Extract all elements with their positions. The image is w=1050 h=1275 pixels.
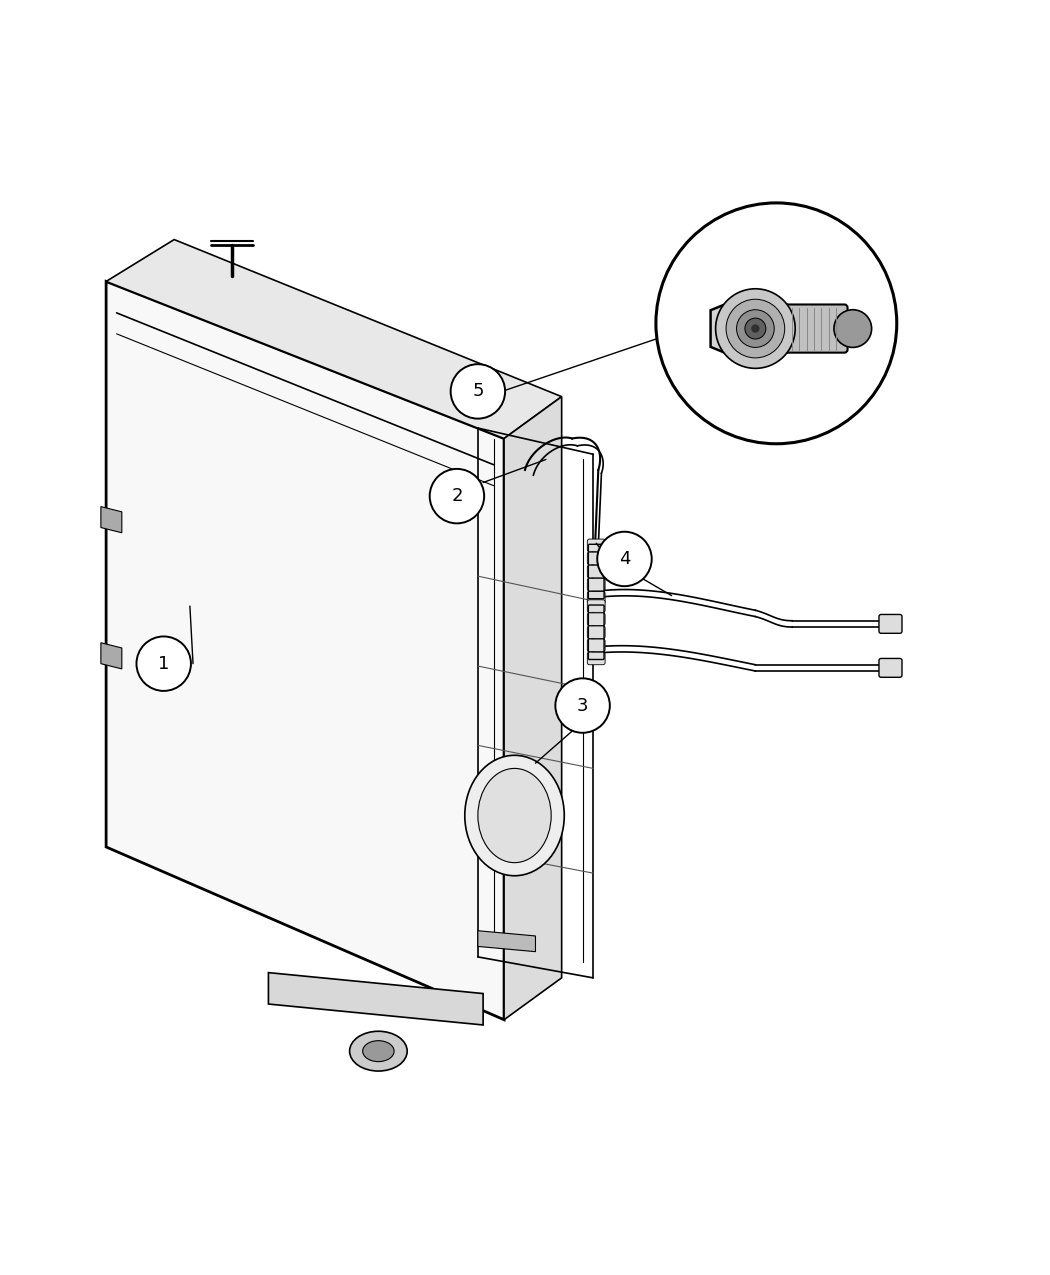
Polygon shape [711, 292, 800, 365]
FancyBboxPatch shape [587, 626, 605, 639]
FancyBboxPatch shape [587, 613, 605, 626]
Circle shape [751, 324, 759, 333]
Circle shape [726, 300, 784, 358]
Ellipse shape [350, 1031, 407, 1071]
Circle shape [555, 678, 610, 733]
Polygon shape [101, 506, 122, 533]
Circle shape [736, 310, 774, 347]
Polygon shape [504, 397, 562, 1020]
Circle shape [429, 469, 484, 523]
FancyBboxPatch shape [587, 539, 605, 552]
Circle shape [834, 310, 872, 347]
Circle shape [656, 203, 897, 444]
Text: 1: 1 [158, 654, 169, 673]
FancyBboxPatch shape [587, 639, 605, 652]
FancyBboxPatch shape [587, 565, 605, 578]
FancyBboxPatch shape [587, 652, 605, 664]
FancyBboxPatch shape [587, 599, 605, 612]
Polygon shape [106, 240, 562, 439]
FancyBboxPatch shape [587, 592, 605, 604]
Polygon shape [269, 973, 483, 1025]
FancyBboxPatch shape [587, 579, 605, 590]
Text: 2: 2 [452, 487, 463, 505]
Text: 4: 4 [618, 550, 630, 567]
FancyBboxPatch shape [879, 658, 902, 677]
FancyBboxPatch shape [783, 305, 847, 353]
Text: 3: 3 [576, 696, 588, 714]
Ellipse shape [465, 755, 564, 876]
Polygon shape [106, 282, 504, 1020]
FancyBboxPatch shape [587, 552, 605, 565]
Polygon shape [101, 643, 122, 669]
Polygon shape [478, 931, 536, 951]
Circle shape [136, 636, 191, 691]
Circle shape [744, 317, 765, 339]
Circle shape [450, 365, 505, 418]
Circle shape [716, 288, 795, 368]
Ellipse shape [478, 769, 551, 863]
Circle shape [597, 532, 652, 586]
Text: 5: 5 [472, 382, 484, 400]
Ellipse shape [362, 1040, 394, 1062]
FancyBboxPatch shape [879, 615, 902, 634]
